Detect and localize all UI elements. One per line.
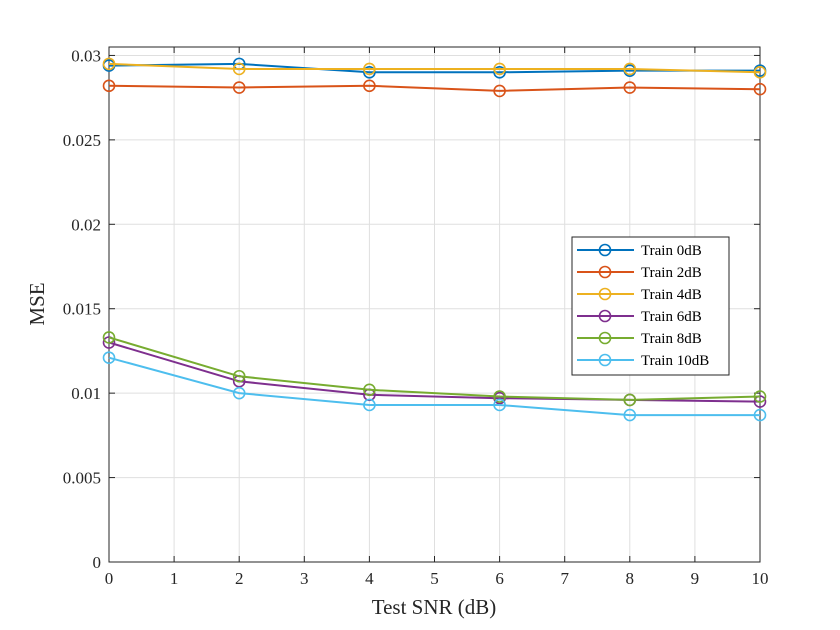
data-point <box>623 62 637 76</box>
legend-label: Train 6dB <box>641 309 702 325</box>
legend-label: Train 0dB <box>641 243 702 259</box>
y-tick-label: 0 <box>93 553 102 572</box>
legend: Train 0dB Train 2dB Train 4dB Train 6dB Trai… <box>571 236 730 376</box>
data-point <box>102 331 116 344</box>
series-train-2db <box>102 79 767 98</box>
legend-item: Train 0dB <box>577 243 702 259</box>
x-tick-label: 0 <box>105 569 114 588</box>
legend-marker <box>598 309 612 323</box>
legend-label: Train 2dB <box>641 265 702 281</box>
series-train-10db <box>102 351 767 422</box>
data-point <box>232 81 246 94</box>
data-point <box>493 66 506 79</box>
legend-item: Train 6dB <box>577 309 702 325</box>
series-train-4db <box>102 57 767 79</box>
legend-item: Train 8dB <box>577 331 702 347</box>
y-tick-label: 0.015 <box>63 300 101 319</box>
legend-label: Train 8dB <box>641 331 702 347</box>
legend-item: Train 10dB <box>577 353 709 369</box>
data-point <box>232 386 246 400</box>
data-point <box>753 390 767 403</box>
data-point <box>623 393 637 407</box>
tick-labels: 0 1 2 3 4 5 6 7 8 9 10 0 0.005 0.01 0.015 0.02 0.025 0.03 <box>63 46 769 588</box>
x-tick-label: 10 <box>752 569 769 588</box>
data-point <box>363 62 376 76</box>
y-tick-label: 0.01 <box>71 384 101 403</box>
y-tick-label: 0.03 <box>71 46 101 65</box>
series-layer <box>102 57 767 422</box>
x-axis-label: Test SNR (dB) <box>372 595 497 619</box>
data-point <box>493 84 506 98</box>
x-tick-label: 8 <box>626 569 635 588</box>
series-line <box>108 62 760 74</box>
y-tick-label: 0.02 <box>71 215 101 234</box>
data-point <box>493 398 506 412</box>
x-tick-label: 3 <box>300 569 309 588</box>
y-tick-label: 0.025 <box>63 131 101 150</box>
axes <box>108 46 761 563</box>
data-point <box>102 57 116 71</box>
data-point <box>623 81 637 94</box>
data-point <box>753 408 767 422</box>
legend-marker <box>598 331 612 345</box>
legend-marker <box>598 243 612 257</box>
data-point <box>232 369 246 383</box>
x-tick-label: 1 <box>170 569 179 588</box>
x-tick-label: 9 <box>691 569 700 588</box>
data-point <box>493 62 506 76</box>
legend-item: Train 2dB <box>577 265 702 281</box>
legend-box <box>571 236 730 376</box>
data-point <box>363 79 376 93</box>
data-point <box>753 82 767 96</box>
legend-marker <box>598 353 612 367</box>
legend-marker <box>598 265 612 279</box>
x-tick-label: 4 <box>365 569 374 588</box>
series-line <box>108 84 761 92</box>
x-tick-label: 6 <box>495 569 504 588</box>
data-point <box>363 383 376 397</box>
legend-label: Train 4dB <box>641 287 702 303</box>
y-axis-label: MSE <box>25 282 49 325</box>
data-point <box>493 390 506 403</box>
legend-marker <box>598 287 612 301</box>
legend-item: Train 4dB <box>577 287 702 303</box>
data-point <box>232 62 246 76</box>
data-point <box>102 351 116 364</box>
data-point <box>753 395 767 408</box>
series-line <box>108 336 761 401</box>
data-point <box>102 79 116 93</box>
x-tick-label: 5 <box>430 569 439 588</box>
series-train-8db <box>102 331 767 407</box>
data-point <box>363 398 376 412</box>
data-point <box>363 66 376 79</box>
data-point <box>102 336 116 349</box>
legend-label: Train 10dB <box>641 353 709 369</box>
y-tick-label: 0.005 <box>63 469 101 488</box>
series-line <box>108 356 760 417</box>
x-tick-label: 2 <box>235 569 244 588</box>
data-point <box>753 66 767 79</box>
data-point <box>623 408 637 422</box>
x-tick-label: 7 <box>560 569 569 588</box>
series-line <box>108 62 761 74</box>
